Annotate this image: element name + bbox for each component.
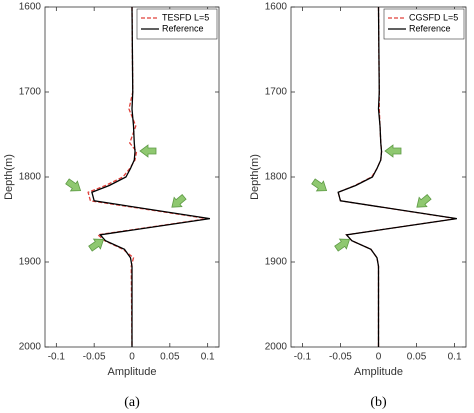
- data-line: [337, 6, 457, 347]
- legend-box: [136, 8, 218, 40]
- data-line: [87, 6, 208, 348]
- y-tick-label: 1800: [265, 172, 288, 183]
- y-tick-label: 1800: [19, 172, 42, 183]
- y-tick-label: 1900: [19, 257, 42, 268]
- y-tick-label: 1900: [265, 257, 288, 268]
- arrow: [65, 178, 82, 192]
- arrow: [171, 193, 187, 208]
- y-tick-label: 1700: [19, 87, 42, 98]
- legend-label: CGSFD L=5: [409, 12, 458, 22]
- x-tick-label: -0.05: [329, 352, 352, 363]
- x-tick-label: -0.1: [294, 352, 312, 363]
- x-tick-label: 0.1: [448, 352, 462, 363]
- caption: (b): [370, 395, 387, 410]
- legend-label: TESFD L=5: [162, 12, 209, 22]
- arrows-a: [65, 144, 187, 252]
- x-tick-label: 0.1: [201, 352, 215, 363]
- legend-box: [383, 8, 465, 40]
- data-line: [91, 6, 211, 347]
- arrow: [139, 144, 157, 158]
- legend-label: Reference: [409, 23, 451, 33]
- x-axis-label: Amplitude: [108, 366, 157, 378]
- y-tick-label: 1600: [19, 2, 42, 13]
- y-tick-label: 2000: [19, 342, 42, 353]
- x-tick-label: 0.05: [407, 352, 427, 363]
- legend-label: Reference: [162, 23, 204, 33]
- arrow: [416, 193, 432, 208]
- x-axis-label: Amplitude: [354, 366, 403, 378]
- y-axis-label: Depth(m): [249, 154, 261, 200]
- arrow: [311, 178, 328, 192]
- arrow: [88, 238, 105, 252]
- x-tick-label: -0.05: [83, 352, 106, 363]
- y-tick-label: 1700: [265, 87, 288, 98]
- arrows-b: [311, 144, 432, 252]
- arrow: [384, 144, 402, 158]
- panel: -0.1 -0.05 0 0.05 0.1 1600 1700 1800 1900 2000 Amp…: [249, 2, 467, 410]
- x-tick-label: -0.1: [48, 352, 66, 363]
- y-tick-label: 2000: [265, 342, 288, 353]
- caption: (a): [124, 395, 140, 410]
- y-axis-label: Depth(m): [3, 154, 15, 200]
- panel: -0.1 -0.05 0 0.05 0.1 1600 1700 1800 1900 2000 Amp…: [3, 2, 220, 410]
- x-tick-label: 0: [376, 352, 382, 363]
- arrow: [334, 238, 351, 252]
- y-tick-label: 1600: [265, 2, 288, 13]
- x-tick-label: 0: [129, 352, 135, 363]
- x-tick-label: 0.05: [160, 352, 180, 363]
